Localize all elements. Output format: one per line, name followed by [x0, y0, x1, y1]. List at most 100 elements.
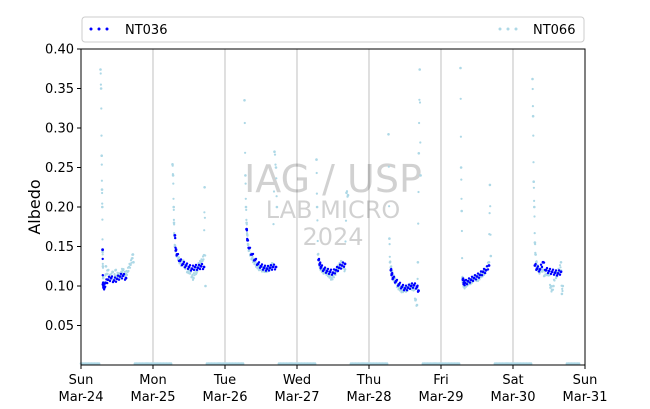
point-nt036 [407, 283, 411, 286]
point-nt066 [172, 218, 175, 221]
point-nt036 [550, 270, 554, 274]
point-nt066 [460, 178, 463, 181]
x-tick-label-day: Sun [69, 373, 94, 388]
point-nt036 [193, 265, 197, 269]
point-nt036 [341, 261, 345, 264]
point-nt066 [418, 121, 421, 125]
point-nt066 [244, 151, 247, 154]
legend-label-nt066: NT066 [533, 23, 575, 38]
point-nt036 [202, 265, 206, 269]
point-nt036 [339, 267, 343, 270]
point-nt036 [336, 269, 340, 273]
point-nt066 [244, 174, 247, 177]
point-nt066 [387, 133, 390, 136]
point-nt066 [244, 197, 247, 200]
point-nt036 [401, 283, 405, 287]
point-nt036 [329, 268, 333, 271]
point-nt066 [256, 267, 259, 270]
point-nt066 [532, 134, 535, 137]
point-nt036 [175, 248, 178, 251]
point-nt036 [393, 281, 397, 284]
point-nt036 [111, 280, 115, 284]
point-nt036 [406, 286, 410, 289]
point-nt066 [553, 279, 556, 282]
point-nt066 [111, 270, 115, 274]
point-nt066 [192, 276, 195, 280]
point-nt036 [182, 260, 186, 264]
x-tick-label-day: Fri [433, 373, 449, 388]
point-nt036 [414, 287, 418, 290]
point-nt036 [331, 271, 335, 274]
point-nt066 [541, 270, 544, 273]
point-nt066 [246, 234, 249, 237]
point-nt066 [551, 288, 555, 291]
point-nt066 [489, 233, 492, 236]
point-nt066 [317, 252, 320, 255]
point-nt066 [275, 195, 278, 198]
point-nt036 [472, 276, 476, 280]
y-axis-title: Albedo [25, 179, 44, 234]
point-nt066 [534, 251, 537, 254]
point-nt066 [489, 254, 493, 258]
point-nt066 [272, 190, 276, 193]
point-nt066 [203, 229, 206, 232]
point-baseline [97, 362, 101, 365]
point-nt066 [101, 205, 104, 209]
point-nt036 [319, 261, 322, 264]
point-nt036 [267, 269, 271, 272]
point-nt066 [172, 197, 175, 200]
point-nt066 [533, 215, 536, 218]
point-nt036 [118, 275, 122, 278]
y-tick-label: 0.25 [45, 161, 74, 176]
point-baseline [169, 362, 173, 365]
point-nt066 [202, 258, 205, 261]
point-nt066 [325, 273, 328, 276]
point-nt036 [551, 268, 555, 271]
point-nt066 [463, 287, 466, 290]
point-nt036 [254, 257, 258, 261]
point-nt036 [180, 264, 184, 267]
point-nt036 [343, 262, 347, 266]
point-nt066 [415, 304, 418, 307]
point-nt036 [486, 268, 490, 271]
point-nt036 [194, 263, 198, 267]
point-nt066 [560, 284, 563, 287]
point-nt036 [261, 268, 265, 271]
point-nt066 [106, 272, 109, 275]
point-nt036 [115, 277, 119, 281]
point-nt036 [469, 278, 473, 282]
point-nt036 [463, 279, 466, 282]
x-tick-label-date: Mar-27 [275, 390, 320, 405]
point-nt066 [110, 272, 113, 275]
point-nt036 [468, 281, 472, 284]
point-nt036 [411, 286, 415, 289]
point-nt036 [559, 270, 563, 274]
point-nt036 [476, 272, 480, 275]
point-nt066 [274, 166, 278, 169]
point-nt036 [553, 271, 557, 274]
point-nt066 [398, 289, 402, 292]
x-tick-label-date: Mar-28 [347, 390, 392, 405]
point-nt036 [547, 269, 551, 273]
point-nt036 [557, 269, 561, 272]
point-nt036 [252, 259, 256, 262]
point-nt066 [486, 261, 490, 264]
point-nt066 [561, 289, 564, 293]
point-nt036 [249, 253, 253, 256]
point-nt036 [174, 236, 177, 240]
point-nt036 [536, 265, 540, 268]
point-nt066 [200, 258, 203, 261]
point-nt066 [253, 263, 256, 266]
point-nt036 [535, 268, 538, 272]
point-nt066 [173, 223, 176, 226]
point-nt066 [244, 182, 247, 185]
point-nt036 [340, 264, 344, 267]
point-nt036 [548, 267, 552, 271]
point-nt066 [100, 154, 103, 157]
point-nt066 [390, 265, 393, 268]
point-nt036 [390, 274, 393, 277]
point-nt066 [533, 232, 536, 235]
point-nt066 [272, 223, 275, 226]
point-nt036 [465, 283, 469, 286]
point-nt066 [251, 261, 255, 264]
